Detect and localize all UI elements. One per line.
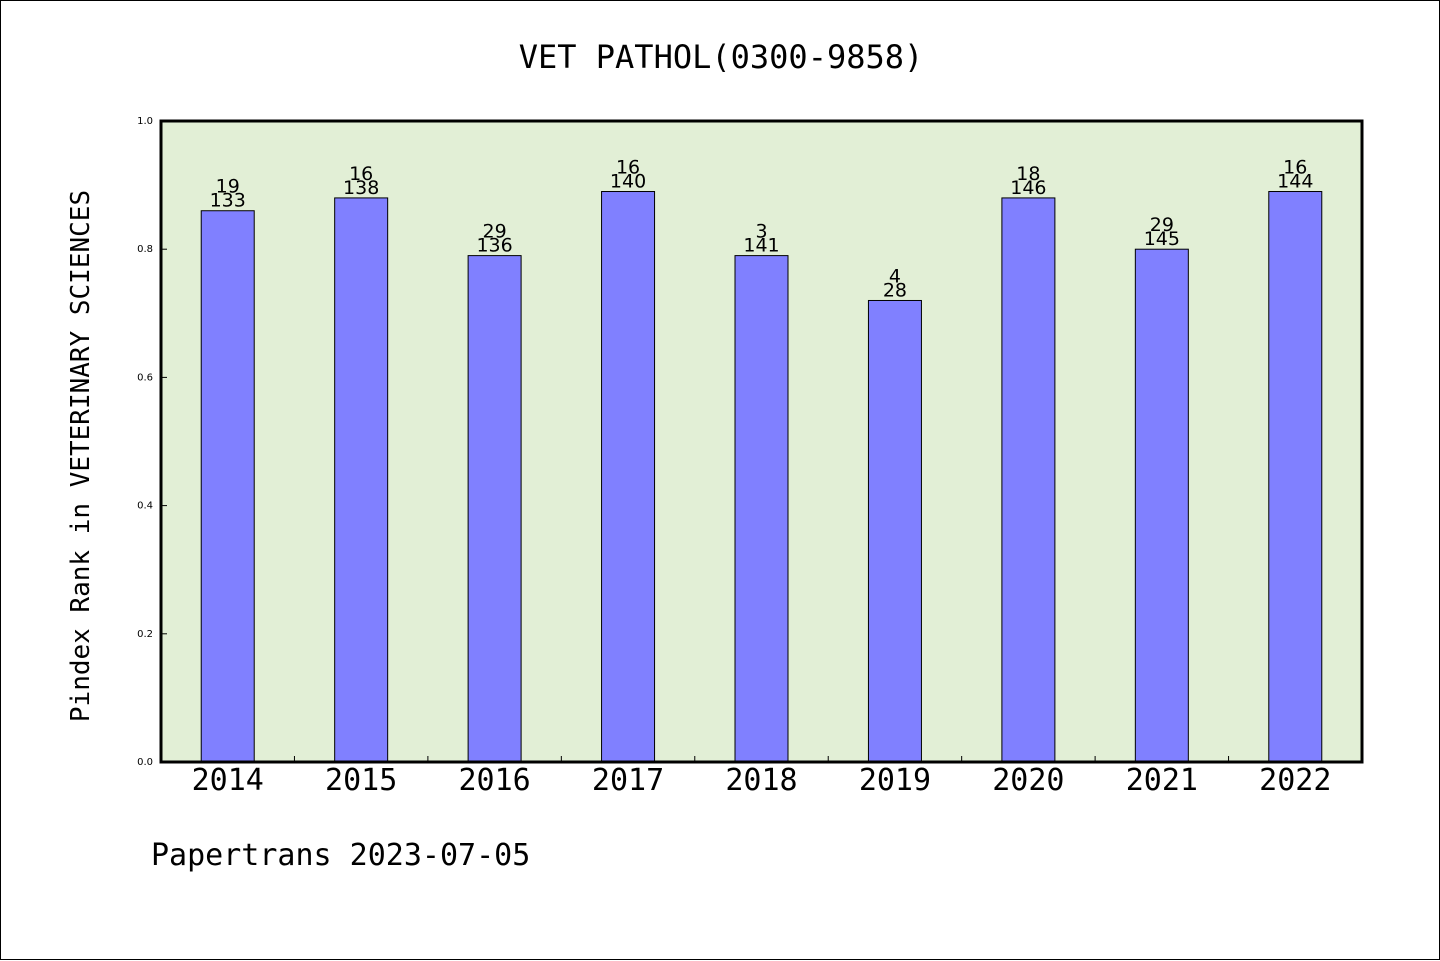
- bar-total-label: 136: [476, 235, 512, 257]
- bar-2015: [334, 197, 389, 763]
- bar-rank-label: 29: [1150, 214, 1174, 236]
- bars: [200, 191, 1323, 763]
- x-tick-label: 2021: [1126, 763, 1198, 798]
- bar-2020: [1001, 197, 1056, 763]
- bar-total-label: 28: [883, 279, 907, 301]
- bar-2019: [867, 299, 922, 763]
- bar-total-label: 144: [1277, 171, 1313, 193]
- x-tick-label: 2016: [458, 763, 530, 798]
- bar-rank-label: 16: [616, 157, 640, 179]
- bar-2016: [467, 255, 522, 763]
- x-axis: 2014 2015 2016 2017 2018 2019 2020 2021 2022: [192, 756, 1331, 798]
- bar-total-label: 145: [1144, 228, 1180, 250]
- bar-rank-label: 4: [889, 265, 901, 287]
- bar-rank-label: 18: [1016, 163, 1040, 185]
- x-tick-label: 2019: [859, 763, 931, 798]
- bar-2018: [734, 255, 789, 763]
- plot-border: [159, 119, 1364, 764]
- bar-2021: [1134, 248, 1189, 763]
- data-labels: 1913316138291361614031414281814629145161…: [210, 157, 1314, 302]
- bar-total-label: 138: [343, 177, 379, 199]
- x-tick-label: 2022: [1259, 763, 1331, 798]
- bar-rank-label: 29: [483, 221, 507, 243]
- bar-rank-label: 16: [1283, 157, 1307, 179]
- y-tick-label: 0.8: [137, 244, 153, 255]
- x-tick-label: 2014: [192, 763, 264, 798]
- bar-total-label: 140: [610, 171, 646, 193]
- y-tick-label: 1.0: [137, 116, 153, 127]
- bar-rank-label: 16: [349, 163, 373, 185]
- bar-2017: [601, 191, 656, 763]
- bar-2022: [1268, 191, 1323, 763]
- y-tick-label: 0.4: [137, 501, 153, 512]
- y-tick-label: 0.2: [137, 629, 153, 640]
- chart-title: VET PATHOL(0300-9858): [519, 38, 924, 76]
- footer-credit: Papertrans 2023-07-05: [151, 838, 530, 873]
- bar-2014: [200, 210, 255, 763]
- x-tick-label: 2018: [725, 763, 797, 798]
- bar-total-label: 133: [210, 190, 246, 212]
- y-tick-label: 0.6: [137, 372, 153, 383]
- y-tick-label: 0.0: [137, 757, 153, 768]
- x-tick-label: 2020: [992, 763, 1064, 798]
- y-axis-label: Pindex Rank in VETERINARY SCIENCES: [66, 190, 96, 722]
- bar-rank-label: 19: [216, 176, 240, 198]
- x-tick-label: 2017: [592, 763, 664, 798]
- x-tick-label: 2015: [325, 763, 397, 798]
- bar-total-label: 141: [743, 235, 779, 257]
- bar-rank-label: 3: [755, 221, 767, 243]
- bar-total-label: 146: [1010, 177, 1046, 199]
